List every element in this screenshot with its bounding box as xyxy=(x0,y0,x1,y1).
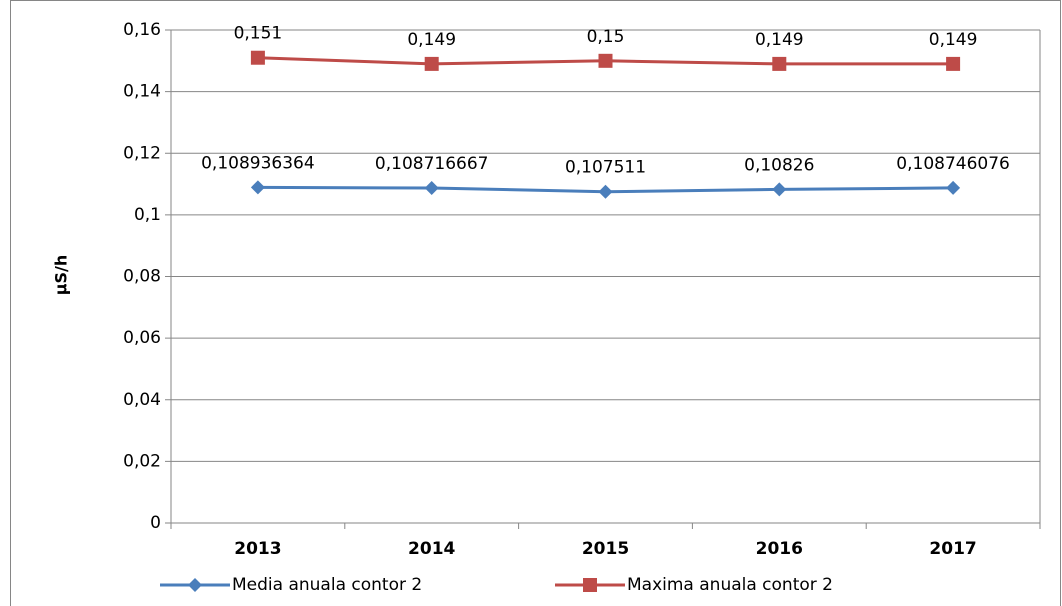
x-tick-label: 2016 xyxy=(756,539,803,559)
point xyxy=(772,182,787,197)
y-tick-label: 0,06 xyxy=(123,328,161,348)
data-label: 0,149 xyxy=(407,30,456,50)
point xyxy=(250,50,265,65)
legend-label: Maxima anuala contor 2 xyxy=(627,575,833,595)
y-tick-label: 0,08 xyxy=(123,267,161,287)
point xyxy=(424,56,439,71)
point xyxy=(250,180,265,195)
point xyxy=(598,53,613,68)
data-label: 0,15 xyxy=(587,27,625,47)
point xyxy=(598,184,613,199)
data-label: 0,108716667 xyxy=(375,154,489,174)
data-label: 0,108936364 xyxy=(201,153,315,173)
data-label: 0,107511 xyxy=(565,158,646,178)
data-label: 0,149 xyxy=(929,30,978,50)
legend-marker xyxy=(188,578,202,592)
data-label: 0,149 xyxy=(755,30,804,50)
x-tick-label: 2014 xyxy=(408,539,455,559)
y-tick-label: 0,02 xyxy=(123,451,161,471)
point xyxy=(946,56,961,71)
point xyxy=(424,181,439,196)
legend-label: Media anuala contor 2 xyxy=(232,575,422,595)
y-tick-label: 0 xyxy=(150,513,161,533)
point xyxy=(946,180,961,195)
y-tick-label: 0,16 xyxy=(123,20,161,40)
y-tick-label: 0,1 xyxy=(134,205,161,225)
x-tick-label: 2015 xyxy=(582,539,629,559)
y-tick-label: 0,04 xyxy=(123,390,161,410)
data-label: 0,151 xyxy=(234,24,283,44)
y-axis-label: µS/h xyxy=(52,255,71,296)
point xyxy=(772,56,787,71)
legend-marker xyxy=(583,578,597,592)
data-label: 0,10826 xyxy=(744,155,814,175)
chart-border xyxy=(10,0,1061,606)
y-tick-label: 0,12 xyxy=(123,143,161,163)
x-tick-label: 2017 xyxy=(929,539,976,559)
data-label: 0,108746076 xyxy=(896,154,1010,174)
x-tick-label: 2013 xyxy=(234,539,281,559)
y-tick-label: 0,14 xyxy=(123,82,161,102)
